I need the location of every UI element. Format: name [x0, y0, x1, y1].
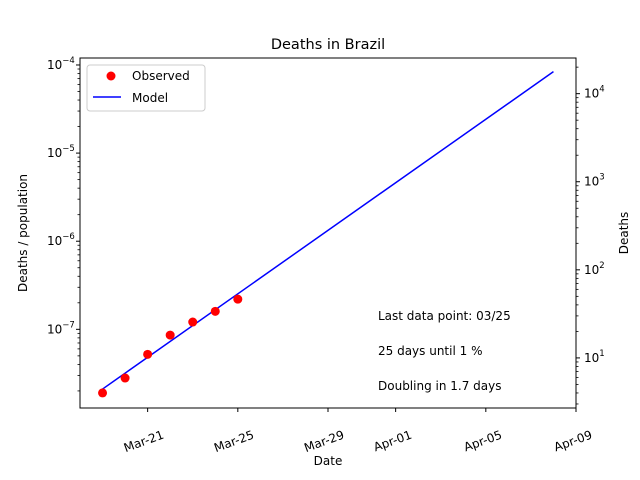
plot-area [98, 71, 554, 398]
legend-label-observed: Observed [132, 69, 190, 83]
observed-point [98, 388, 108, 398]
y-right-tick-label: 104 [584, 85, 605, 101]
y-left-tick-label: 10−7 [47, 320, 75, 336]
annotation-doubling: Doubling in 1.7 days [378, 379, 502, 393]
observed-point [143, 349, 153, 359]
y-axis-label-left: Deaths / population [16, 174, 30, 292]
legend-marker-observed [106, 71, 116, 81]
y-left-tick-label: 10−5 [47, 144, 75, 160]
observed-point [188, 317, 198, 327]
annotation-last-data-point: Last data point: 03/25 [378, 309, 511, 323]
y-left-tick-label: 10−6 [47, 232, 75, 248]
observed-point [233, 294, 243, 304]
legend-box [86, 64, 206, 112]
annotations: Last data point: 03/25 25 days until 1 %… [378, 309, 511, 393]
series-layer [98, 71, 554, 398]
y-axis-label-right: Deaths [617, 212, 631, 255]
annotation-days-until: 25 days until 1 % [378, 344, 482, 358]
model-line [102, 71, 554, 390]
y-axis-left: 10−7 10−6 10−5 10−4 [47, 56, 80, 392]
chart-title: Deaths in Brazil [271, 37, 385, 53]
observed-point [165, 330, 175, 340]
observed-point [210, 306, 220, 316]
y-right-tick-label: 103 [584, 173, 605, 189]
y-left-tick-label: 10−4 [47, 56, 75, 72]
legend-label-model: Model [132, 91, 168, 105]
y-right-tick-label: 102 [584, 261, 605, 277]
x-axis-label: Date [314, 454, 343, 468]
legend: Observed Model [86, 64, 206, 112]
y-axis-right: 101 102 103 104 [576, 66, 605, 405]
observed-point [120, 373, 130, 383]
y-right-tick-label: 101 [584, 349, 605, 365]
